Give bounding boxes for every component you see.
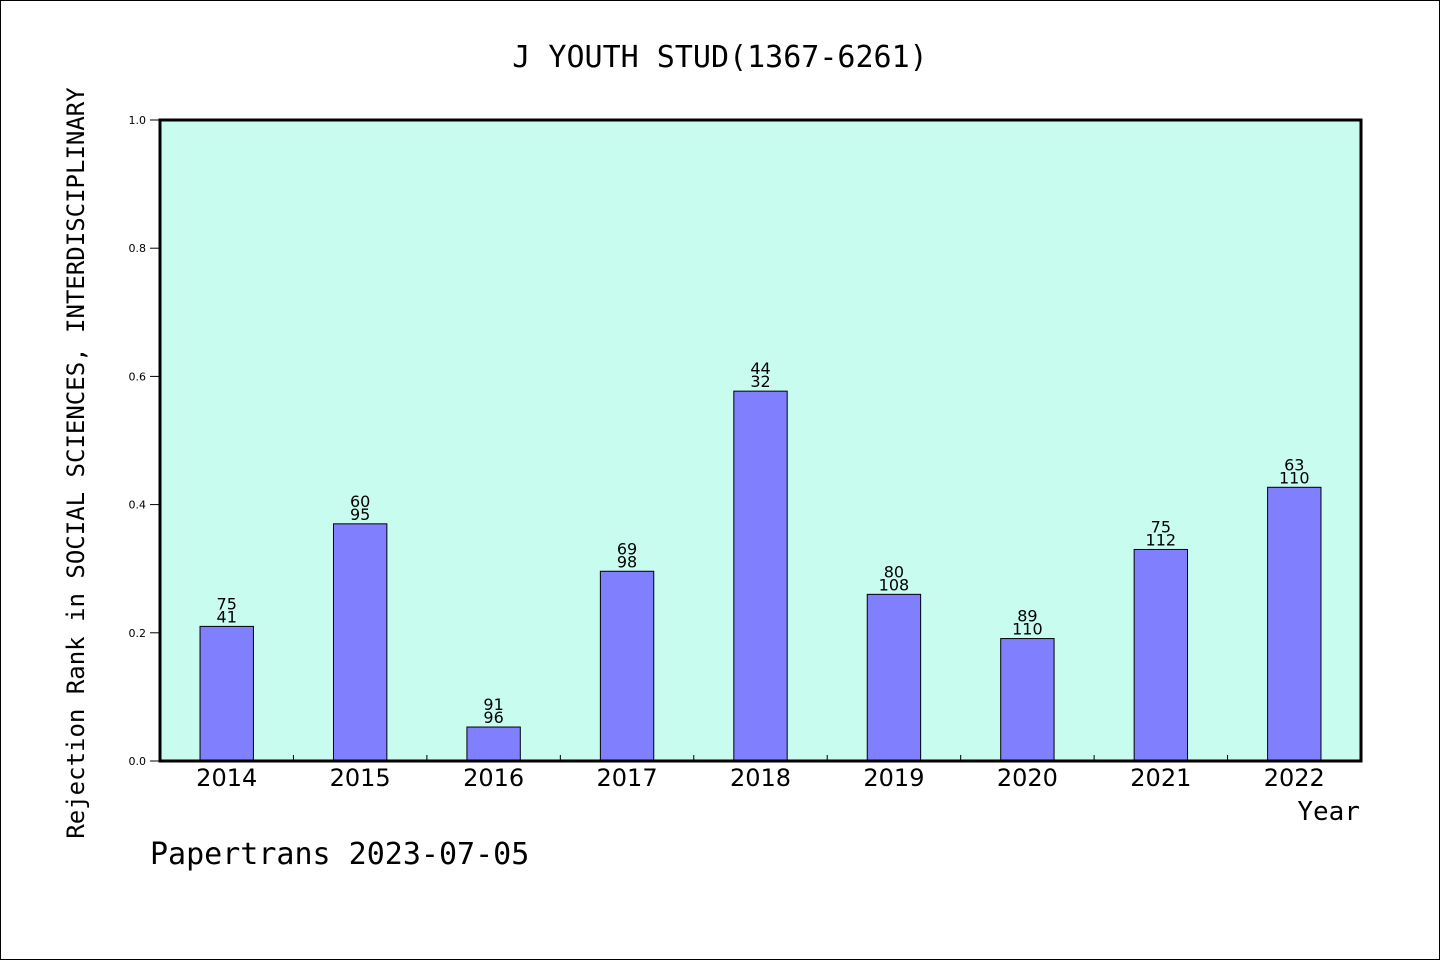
- plot-border: [158, 118, 1363, 763]
- y-tick-label: 1.0: [129, 114, 147, 127]
- bar-label-bottom: 95: [350, 505, 370, 524]
- bars-group: [199, 390, 1322, 762]
- footer-credit: Papertrans 2023-07-05: [150, 837, 529, 872]
- chart-title: J YOUTH STUD(1367-6261): [512, 40, 927, 75]
- bar-label-bottom: 41: [217, 607, 237, 626]
- x-axis-ticks: 2014 2015 2016 2017 2018 2019 2020 2021 2022: [196, 755, 1325, 792]
- y-tick-label: 0.0: [129, 755, 147, 768]
- bar-label-bottom: 108: [879, 575, 910, 594]
- bar-2021: [1133, 548, 1189, 762]
- bar-2022: [1267, 486, 1322, 762]
- bar-2020: [1000, 638, 1055, 762]
- bar-2017: [599, 570, 655, 762]
- x-tick-label: 2020: [997, 764, 1058, 792]
- y-tick-label: 0.8: [129, 242, 147, 255]
- x-tick-label: 2018: [730, 764, 791, 792]
- bar-2018: [733, 390, 788, 762]
- x-tick-label: 2019: [863, 764, 924, 792]
- bar-label-bottom: 110: [1012, 620, 1043, 639]
- y-tick-label: 0.6: [129, 370, 147, 383]
- bar-label-bottom: 98: [617, 552, 637, 571]
- bar-label-top: 75: [1151, 517, 1171, 536]
- y-tick-label: 0.4: [129, 499, 147, 512]
- bar-label-top: 60: [350, 492, 370, 511]
- x-tick-label: 2015: [330, 764, 391, 792]
- bar-label-bottom: 96: [483, 708, 503, 727]
- x-tick-label: 2017: [597, 764, 658, 792]
- bar-label-top: 63: [1284, 455, 1304, 474]
- bar-label-top: 89: [1017, 607, 1037, 626]
- bar-2019: [866, 593, 922, 762]
- x-tick-label: 2014: [196, 764, 257, 792]
- y-tick-label: 0.2: [129, 627, 147, 640]
- y-axis-label: Rejection Rank in SOCIAL SCIENCES, INTER…: [62, 87, 90, 839]
- bar-2015: [332, 523, 388, 762]
- bar-label-top: 69: [617, 539, 637, 558]
- bar-2016: [466, 726, 521, 762]
- x-axis-label: Year: [1297, 797, 1360, 827]
- x-tick-label: 2016: [463, 764, 524, 792]
- bar-label-top: 44: [750, 359, 770, 378]
- bar-label-bottom: 112: [1146, 530, 1177, 549]
- x-tick-label: 2021: [1130, 764, 1191, 792]
- x-tick-label: 2022: [1264, 764, 1325, 792]
- bar-label-bottom: 32: [750, 372, 770, 391]
- bar-2014: [199, 625, 254, 762]
- y-axis-ticks: 0.0 0.2 0.4 0.6 0.8 1.0: [129, 114, 160, 768]
- bar-label-bottom: 110: [1279, 468, 1310, 487]
- bar-label-top: 80: [884, 562, 904, 581]
- bar-label-top: 91: [483, 695, 503, 714]
- bar-label-top: 75: [217, 594, 237, 613]
